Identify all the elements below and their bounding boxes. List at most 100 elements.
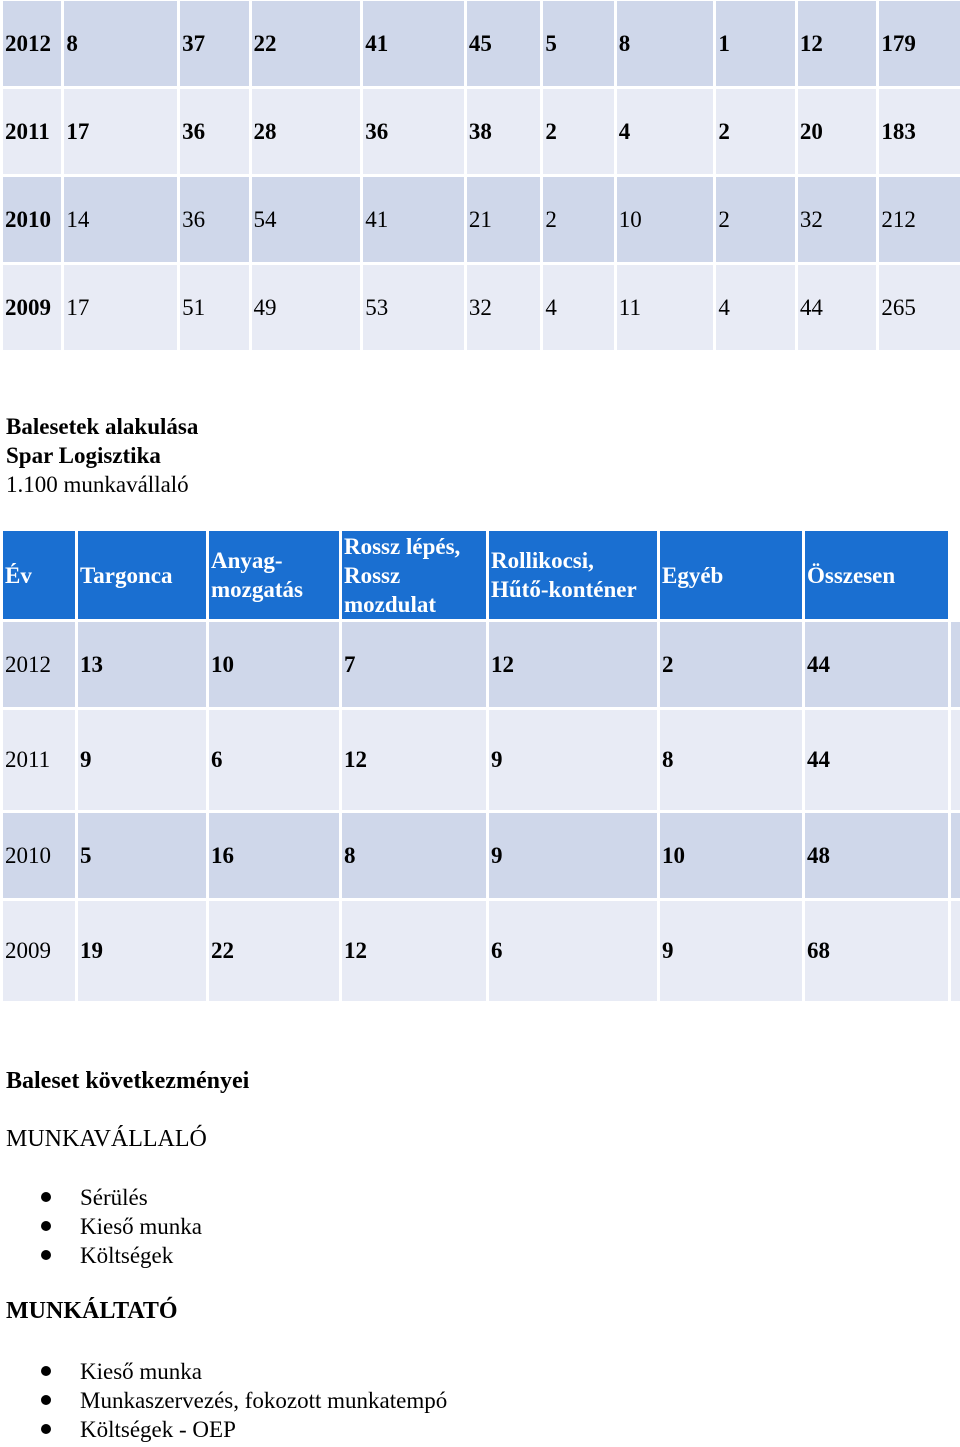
- table-cell: 7: [342, 622, 486, 707]
- year-cell: 2009: [3, 901, 75, 1001]
- table-cell: 19: [78, 901, 206, 1001]
- table-cell: 44: [805, 710, 948, 810]
- table-cell: 28: [251, 89, 361, 174]
- employer-heading: MUNKÁLTATÓ: [6, 1298, 178, 1324]
- table-cell: 10: [660, 813, 802, 898]
- table-row: 2010 14 36 54 41 21 2 10 2 32 212: [3, 177, 960, 262]
- table-cell: 32: [466, 265, 541, 350]
- table-cell: 8: [660, 710, 802, 810]
- column-header: Targonca: [78, 531, 206, 619]
- table-cell: 5: [543, 1, 614, 86]
- table-cell: 48: [805, 813, 948, 898]
- table-cell: 2: [543, 89, 614, 174]
- table-cell: 183: [879, 89, 960, 174]
- table-cell: 49: [251, 265, 361, 350]
- table-row: 2011 17 36 28 36 38 2 4 2 20 183: [3, 89, 960, 174]
- table-cell: 9: [660, 901, 802, 1001]
- list-item: Költségek - OEP: [0, 1415, 447, 1444]
- table-cell: 22: [209, 901, 339, 1001]
- column-header: Rollikocsi, Hűtő-konténer: [489, 531, 657, 619]
- list-item-text: Kieső munka: [80, 1359, 203, 1384]
- table-cell: 37: [180, 1, 249, 86]
- list-item: Munkaszervezés, fokozott munkatempó: [0, 1386, 447, 1415]
- year-cell: 2011: [3, 89, 62, 174]
- table-cell: 22: [251, 1, 361, 86]
- chart-title-block: Balesetek alakulása Spar Logisztika 1.10…: [6, 412, 198, 499]
- table-cell: [951, 901, 960, 1001]
- table-cell: 2: [716, 177, 795, 262]
- list-item: Költségek: [0, 1241, 202, 1270]
- table-cell: 12: [342, 710, 486, 810]
- table-cell: 5: [78, 813, 206, 898]
- table-cell: 51: [180, 265, 249, 350]
- list-item-text: Költségek - OEP: [80, 1417, 236, 1442]
- table-cell: [951, 622, 960, 707]
- bullet-icon: [41, 1395, 51, 1405]
- table-cell: 44: [797, 265, 877, 350]
- table-cell: 11: [616, 265, 714, 350]
- table-cell: 14: [64, 177, 178, 262]
- column-header: Egyéb: [660, 531, 802, 619]
- table-cell: 13: [78, 622, 206, 707]
- column-header: Rossz lépés, Rossz mozdulat: [342, 531, 486, 619]
- table-cell: 212: [879, 177, 960, 262]
- table-cell: 41: [363, 177, 464, 262]
- bullet-icon: [41, 1424, 51, 1434]
- table-cell: 1: [716, 1, 795, 86]
- year-cell: 2011: [3, 710, 75, 810]
- table-cell: 20: [797, 89, 877, 174]
- table-cell: 6: [209, 710, 339, 810]
- table-cell: 6: [489, 901, 657, 1001]
- table-cell: 265: [879, 265, 960, 350]
- list-item-text: Kieső munka: [80, 1214, 203, 1239]
- table-cell: 12: [342, 901, 486, 1001]
- table-header-row: Év Targonca Anyag- mozgatás Rossz lépés, Ro…: [3, 531, 960, 619]
- employee-consequence-list: Sérülés Kieső munka Költségek: [0, 1183, 202, 1270]
- year-cell: 2010: [3, 813, 75, 898]
- list-item-text: Munkaszervezés, fokozott munkatempó: [80, 1388, 448, 1413]
- title-line-2: Spar Logisztika: [6, 443, 161, 468]
- table-cell: 12: [489, 622, 657, 707]
- list-item: Kieső munka: [0, 1357, 447, 1386]
- table-cell: 9: [78, 710, 206, 810]
- table-row: 2009 19 22 12 6 9 68: [3, 901, 960, 1001]
- table-row: 2012 13 10 7 12 2 44: [3, 622, 960, 707]
- table-cell: 2: [716, 89, 795, 174]
- bullet-icon: [41, 1221, 51, 1231]
- bullet-icon: [41, 1366, 51, 1376]
- bullet-icon: [41, 1250, 51, 1260]
- table-row: 2011 9 6 12 9 8 44: [3, 710, 960, 810]
- table-cell: 12: [797, 1, 877, 86]
- table-row: 2009 17 51 49 53 32 4 11 4 44 265: [3, 265, 960, 350]
- table-cell: 8: [616, 1, 714, 86]
- table-cell: 4: [543, 265, 614, 350]
- column-header: Év: [3, 531, 75, 619]
- table-cell: 179: [879, 1, 960, 86]
- table-cell: 16: [209, 813, 339, 898]
- table-cell: 4: [616, 89, 714, 174]
- column-header: Összesen: [805, 531, 948, 619]
- year-cell: 2010: [3, 177, 62, 262]
- yearly-accidents-table: 2012 8 37 22 41 45 5 8 1 12 179 2011 17 36 28 36 38 2 4 2 20…: [0, 0, 960, 353]
- table-cell: 4: [716, 265, 795, 350]
- year-cell: 2012: [3, 622, 75, 707]
- table-cell: 9: [489, 710, 657, 810]
- table-row: 2010 5 16 8 9 10 48: [3, 813, 960, 898]
- table-cell: 36: [180, 177, 249, 262]
- year-cell: 2009: [3, 265, 62, 350]
- year-cell: 2012: [3, 1, 62, 86]
- bullet-icon: [41, 1192, 51, 1202]
- table-cell: 8: [342, 813, 486, 898]
- table-cell: 10: [616, 177, 714, 262]
- table-cell: 38: [466, 89, 541, 174]
- table-cell: 54: [251, 177, 361, 262]
- list-item: Kieső munka: [0, 1212, 202, 1241]
- table-cell: 21: [466, 177, 541, 262]
- table-cell: 8: [64, 1, 178, 86]
- table-cell: 53: [363, 265, 464, 350]
- table-cell: 17: [64, 89, 178, 174]
- table-cell: 36: [180, 89, 249, 174]
- title-line-1: Balesetek alakulása: [6, 414, 199, 439]
- employer-consequence-list: Kieső munka Munkaszervezés, fokozott munk…: [0, 1357, 447, 1444]
- table-cell: 32: [797, 177, 877, 262]
